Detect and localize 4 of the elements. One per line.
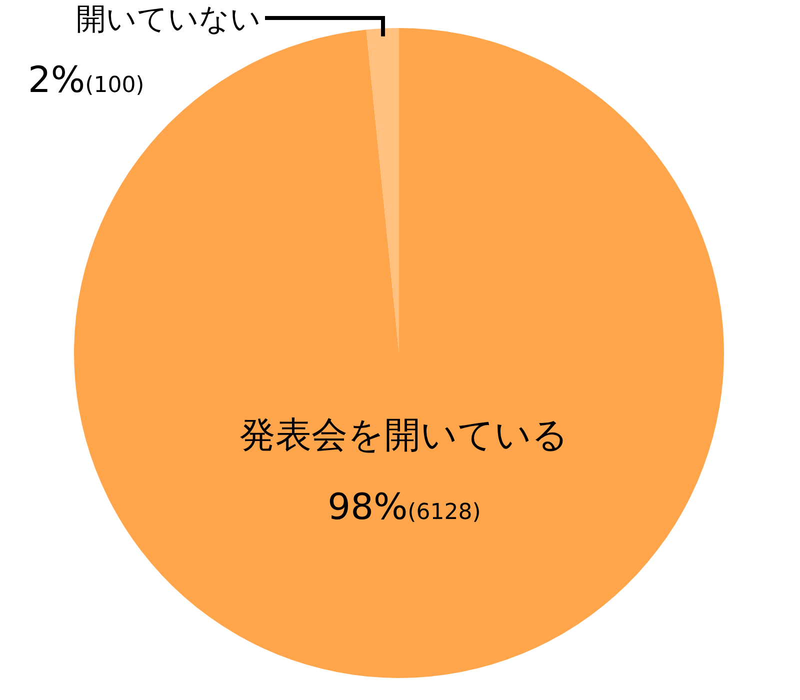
slice-label: 発表会を開いている bbox=[240, 414, 569, 456]
slice-label: 開いていない bbox=[76, 2, 261, 37]
data-label: 2%(100) bbox=[28, 60, 144, 101]
data-label: 98%(6128) bbox=[328, 486, 481, 528]
